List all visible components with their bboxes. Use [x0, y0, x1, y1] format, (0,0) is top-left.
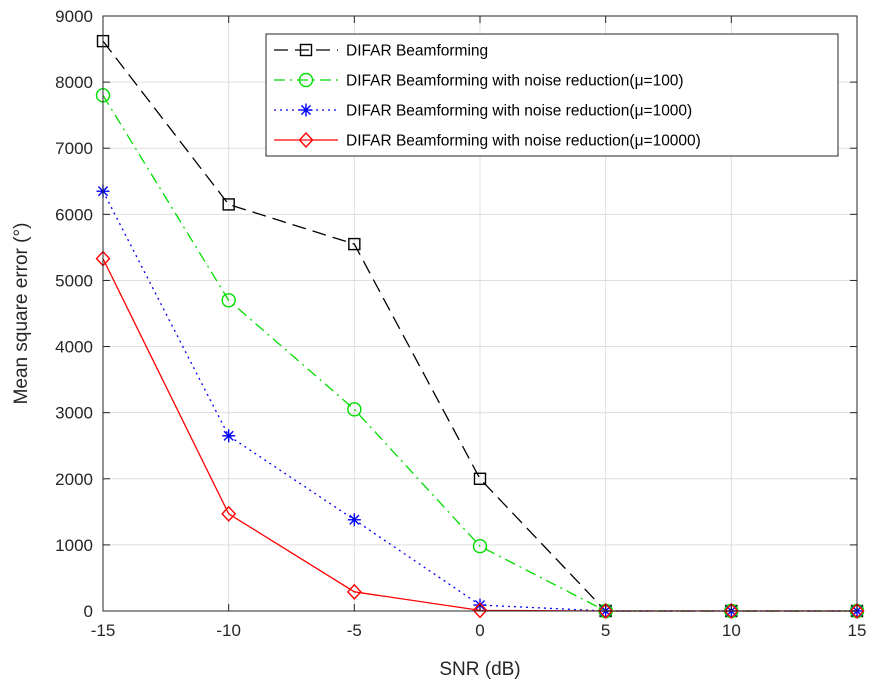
x-tick-label-0: -15 [91, 621, 116, 640]
axes [102, 15, 858, 612]
series-2-point-3 [347, 402, 362, 417]
legend-marker-2 [298, 72, 314, 88]
legend-marker-1 [299, 43, 313, 57]
legend: DIFAR Beamforming DIFAR Beamforming with … [265, 33, 839, 157]
legend-label-3: DIFAR Beamforming with noise reduction(μ… [346, 103, 692, 120]
y-tick-label-7: 7000 [55, 139, 93, 158]
x-tick-label-6: 15 [848, 621, 867, 640]
x-tick-label-1: -10 [216, 621, 241, 640]
legend-entry-2: DIFAR Beamforming with noise reduction(μ… [274, 73, 684, 90]
legend-label-4: DIFAR Beamforming with noise reduction(μ… [346, 133, 701, 150]
y-tick-label-4: 4000 [55, 338, 93, 357]
y-tick-label-1: 1000 [55, 536, 93, 555]
y-tick-label-5: 5000 [55, 271, 93, 290]
legend-entry-1: DIFAR Beamforming [274, 43, 488, 60]
y-tick-label-0: 0 [84, 602, 93, 621]
legend-box [265, 33, 839, 157]
x-tick-label-3: 0 [475, 621, 484, 640]
series-4-point-3 [346, 583, 362, 600]
y-tick-label-9: 9000 [55, 7, 93, 26]
series-4-point-7 [849, 602, 865, 620]
y-axis-label: Mean square error (°) [11, 223, 32, 405]
y-tick-label-8: 8000 [55, 73, 93, 92]
series-1-point-3 [348, 237, 361, 251]
x-axis-label: SNR (dB) [439, 659, 520, 680]
legend-label-1: DIFAR Beamforming [346, 43, 488, 60]
legend-marker-4 [298, 131, 314, 149]
y-tick-label-3: 3000 [55, 404, 93, 423]
y-tick-label-2: 2000 [55, 470, 93, 489]
x-tick-label-2: -5 [347, 621, 362, 640]
series-4-point-6 [723, 602, 739, 620]
series-2-point-2 [221, 293, 236, 308]
legend-label-2: DIFAR Beamforming with noise reduction(μ… [346, 73, 684, 90]
series-4-point-4 [472, 602, 488, 619]
legend-entry-3: DIFAR Beamforming with noise reduction(μ… [274, 103, 692, 120]
tick-labels: -15 -10 -5 0 5 10 15 0 1000 2000 3000 4000 5000 6000 7… [55, 7, 866, 640]
legend-entry-4: DIFAR Beamforming with noise reduction(μ… [274, 131, 701, 150]
series-1-point-2 [222, 198, 235, 211]
series-2-point-4 [472, 539, 488, 554]
series-1-point-4 [473, 472, 487, 485]
x-tick-label-5: 10 [722, 621, 741, 640]
x-tick-label-4: 5 [601, 621, 610, 640]
y-tick-label-6: 6000 [55, 205, 93, 224]
series-3-point-3 [347, 513, 361, 527]
series-3-point-2 [222, 429, 236, 443]
series-4-point-5 [598, 602, 614, 620]
legend-marker-3 [299, 103, 313, 117]
series-4-point-2 [221, 505, 237, 522]
